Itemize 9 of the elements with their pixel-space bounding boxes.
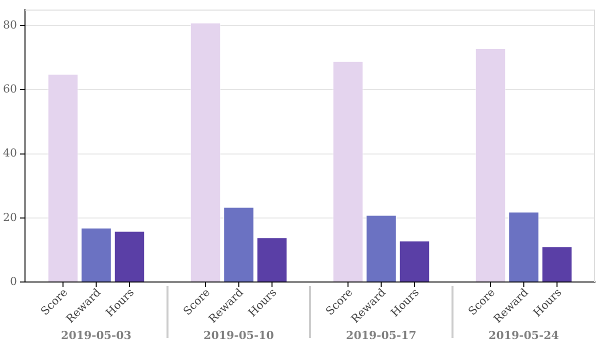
y-tick-label: 80 (2, 18, 17, 32)
x-tick-label: 2019-05-10 (204, 328, 274, 342)
x-tick-label: 2019-05-03 (61, 328, 132, 342)
x-tick-label: 2019-05-17 (346, 328, 416, 342)
y-tick-label: 60 (2, 82, 17, 96)
y-tick-label: 0 (10, 274, 17, 288)
y-tick-label: 20 (2, 210, 17, 224)
x-tick-label: 2019-05-24 (488, 328, 560, 342)
y-tick-label: 40 (2, 146, 17, 160)
